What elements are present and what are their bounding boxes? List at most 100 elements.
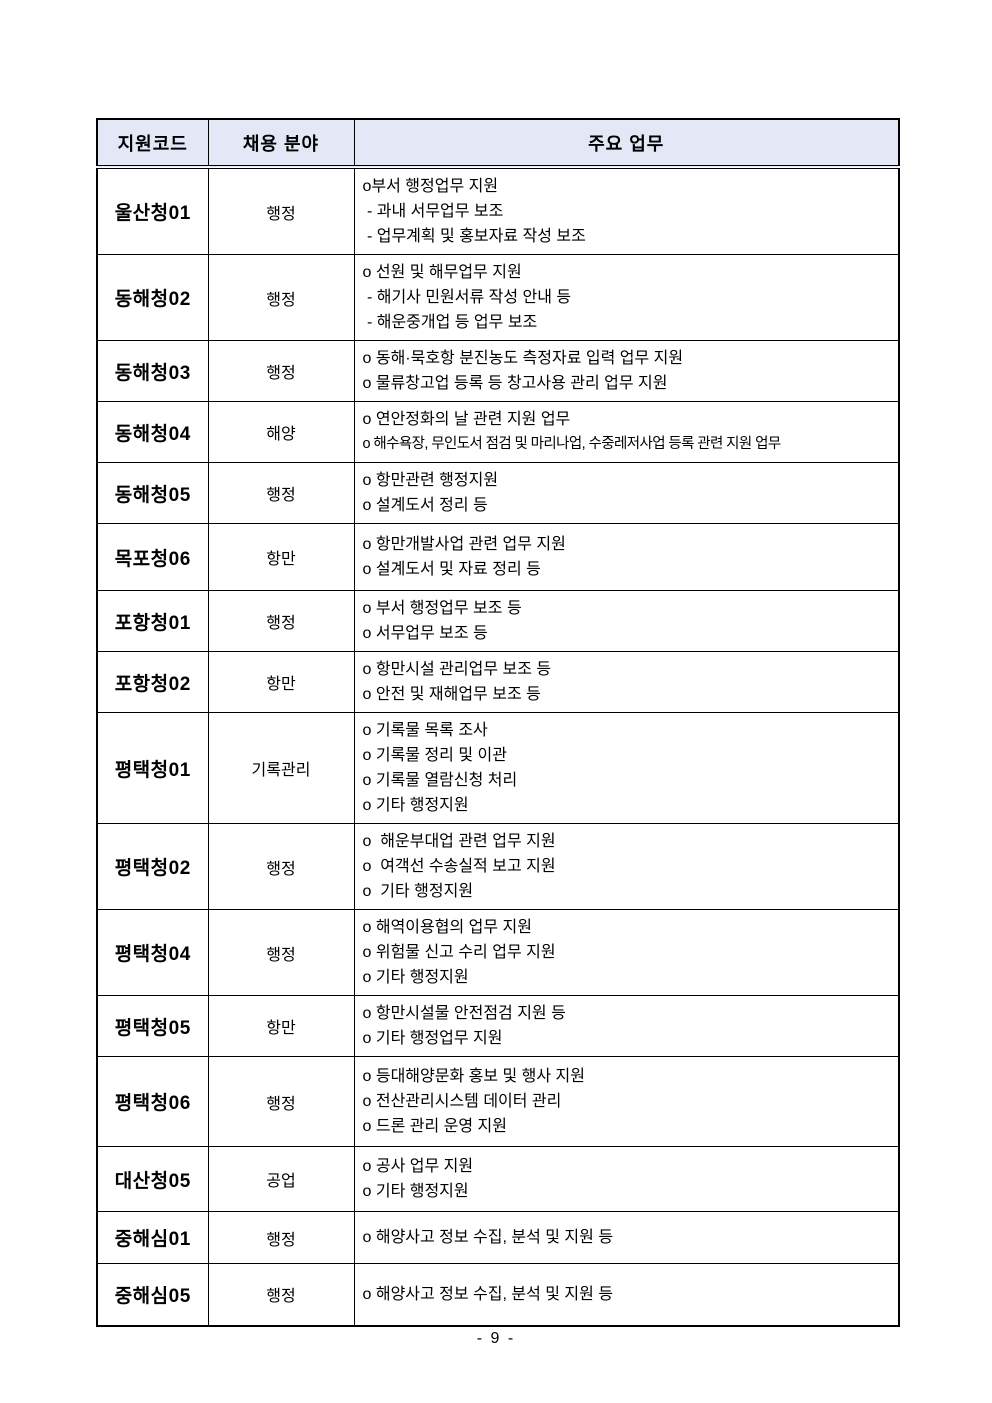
code-cell: 동해청03 [96, 340, 209, 402]
duty-line: - 과내 서무업무 보조 [362, 203, 504, 220]
duty-line: o 설계도서 및 자료 정리 등 [362, 561, 541, 578]
duties-cell: o 선원 및 해무업무 지원 - 해기사 민원서류 작성 안내 등 - 해운중개… [353, 254, 900, 341]
duty-line: o 물류창고업 등록 등 창고사용 관리 업무 지원 [362, 375, 668, 392]
code-cell: 평택청01 [96, 712, 209, 824]
duty-line: o 연안정화의 날 관련 지원 업무 [362, 411, 571, 428]
field-cell: 행정 [207, 909, 355, 996]
duty-line: o 기타 행정지원 [362, 883, 474, 900]
duty-line: o 항만관련 행정지원 [362, 472, 499, 489]
duty-line: o 안전 및 재해업무 보조 등 [362, 686, 541, 703]
recruitment-table: 지원코드 채용 분야 주요 업무 울산청01 행정 o부서 행정업무 지원 - 과내… [96, 118, 900, 1327]
duties-cell: o 기록물 목록 조사 o 기록물 정리 및 이관 o 기록물 열람신청 처리 o 기… [353, 712, 900, 824]
duty-line: o 드론 관리 운영 지원 [362, 1118, 507, 1135]
table-row: 동해청03 행정 o 동해·묵호항 분진농도 측정자료 입력 업무 지원 o 물류창고… [96, 340, 900, 402]
table-row: 중해심05 행정 o 해양사고 정보 수집, 분석 및 지원 등 [96, 1263, 900, 1326]
table-row: 평택청05 항만 o 항만시설물 안전점검 지원 등 o 기타 행정업무 지원 [96, 995, 900, 1057]
code-cell: 평택청04 [96, 909, 209, 996]
code-cell: 목포청06 [96, 523, 209, 591]
column-header-code: 지원코드 [96, 118, 209, 169]
code-cell: 동해청04 [96, 401, 209, 463]
field-cell: 행정 [207, 590, 355, 652]
duty-line: o 항만개발사업 관련 업무 지원 [362, 536, 566, 553]
duty-line: o 부서 행정업무 보조 등 [362, 600, 522, 617]
duty-line: o 동해·묵호항 분진농도 측정자료 입력 업무 지원 [362, 350, 684, 367]
duty-line: o부서 행정업무 지원 [362, 178, 499, 195]
code-cell: 포항청01 [96, 590, 209, 652]
column-header-field: 채용 분야 [207, 118, 355, 169]
duties-cell: o 동해·묵호항 분진농도 측정자료 입력 업무 지원 o 물류창고업 등록 등 … [353, 340, 900, 402]
duties-cell: o 공사 업무 지원 o 기타 행정지원 [353, 1146, 900, 1212]
duty-line: o 선원 및 해무업무 지원 [362, 264, 522, 281]
field-cell: 행정 [207, 1056, 355, 1147]
duty-line: o 기타 행정지원 [362, 797, 469, 814]
duties-cell: o 항만시설물 안전점검 지원 등 o 기타 행정업무 지원 [353, 995, 900, 1057]
duty-line: o 해운부대업 관련 업무 지원 [362, 833, 556, 850]
code-cell: 중해심05 [96, 1263, 209, 1326]
table-row: 포항청01 행정 o 부서 행정업무 보조 등 o 서무업무 보조 등 [96, 590, 900, 652]
page-number: - 9 - [476, 1330, 516, 1347]
field-cell: 기록관리 [207, 712, 355, 824]
duty-line: - 업무계획 및 홍보자료 작성 보조 [362, 228, 586, 245]
code-cell: 동해청02 [96, 254, 209, 341]
table-row: 평택청01 기록관리 o 기록물 목록 조사 o 기록물 정리 및 이관 o 기록물 열… [96, 712, 900, 824]
duties-cell: o 등대해양문화 홍보 및 행사 지원 o 전산관리시스템 데이터 관리 o 드론 … [353, 1056, 900, 1147]
table-row: 중해심01 행정 o 해양사고 정보 수집, 분석 및 지원 등 [96, 1211, 900, 1264]
field-cell: 해양 [207, 401, 355, 463]
table-row: 동해청04 해양 o 연안정화의 날 관련 지원 업무 o 해수욕장, 무인도서 점검… [96, 401, 900, 463]
duty-line: - 해기사 민원서류 작성 안내 등 [362, 289, 572, 306]
header-row: 지원코드 채용 분야 주요 업무 [96, 118, 900, 169]
table-row: 대산청05 공업 o 공사 업무 지원 o 기타 행정지원 [96, 1146, 900, 1212]
table-row: 동해청02 행정 o 선원 및 해무업무 지원 - 해기사 민원서류 작성 안내 등… [96, 254, 900, 341]
duties-cell: o부서 행정업무 지원 - 과내 서무업무 보조 - 업무계획 및 홍보자료 작… [353, 166, 900, 255]
duty-line: o 기록물 목록 조사 [362, 722, 488, 739]
code-cell: 포항청02 [96, 651, 209, 713]
duties-cell: o 연안정화의 날 관련 지원 업무 o 해수욕장, 무인도서 점검 및 마리나업… [353, 401, 900, 463]
duty-line: o 공사 업무 지원 [362, 1158, 474, 1175]
field-cell: 항만 [207, 523, 355, 591]
field-cell: 행정 [207, 166, 355, 255]
field-cell: 행정 [207, 1263, 355, 1326]
field-cell: 항만 [207, 651, 355, 713]
code-cell: 평택청05 [96, 995, 209, 1057]
field-cell: 행정 [207, 254, 355, 341]
duty-line: o 기록물 열람신청 처리 [362, 772, 518, 789]
field-cell: 행정 [207, 1211, 355, 1264]
duties-cell: o 해양사고 정보 수집, 분석 및 지원 등 [353, 1211, 900, 1264]
duty-line: o 기타 행정지원 [362, 969, 469, 986]
code-cell: 평택청02 [96, 823, 209, 910]
duties-cell: o 항만관련 행정지원 o 설계도서 정리 등 [353, 462, 900, 524]
duties-cell: o 해양사고 정보 수집, 분석 및 지원 등 [353, 1263, 900, 1326]
duty-line: o 여객선 수송실적 보고 지원 [362, 858, 556, 875]
code-cell: 대산청05 [96, 1146, 209, 1212]
duty-line: o 전산관리시스템 데이터 관리 [362, 1093, 562, 1110]
duty-line: o 해수욕장, 무인도서 점검 및 마리나업, 수중레저사업 등록 관련 지원 … [362, 436, 782, 452]
duty-line: o 기타 행정업무 지원 [362, 1030, 503, 1047]
code-cell: 중해심01 [96, 1211, 209, 1264]
duty-line: o 기록물 정리 및 이관 [362, 747, 507, 764]
duty-line: o 해역이용협의 업무 지원 [362, 919, 532, 936]
table-row: 평택청04 행정 o 해역이용협의 업무 지원 o 위험물 신고 수리 업무 지원 o … [96, 909, 900, 996]
table-row: 목포청06 항만 o 항만개발사업 관련 업무 지원 o 설계도서 및 자료 정리 등 [96, 523, 900, 591]
duty-line: o 항만시설물 안전점검 지원 등 [362, 1005, 566, 1022]
field-cell: 항만 [207, 995, 355, 1057]
duty-line: o 위험물 신고 수리 업무 지원 [362, 944, 556, 961]
code-cell: 동해청05 [96, 462, 209, 524]
duty-line: o 해양사고 정보 수집, 분석 및 지원 등 [362, 1229, 614, 1246]
duties-cell: o 항만개발사업 관련 업무 지원 o 설계도서 및 자료 정리 등 [353, 523, 900, 591]
duty-line: o 기타 행정지원 [362, 1183, 469, 1200]
table-row: 울산청01 행정 o부서 행정업무 지원 - 과내 서무업무 보조 - 업무계획 및… [96, 166, 900, 255]
duty-line: o 등대해양문화 홍보 및 행사 지원 [362, 1068, 586, 1085]
field-cell: 행정 [207, 340, 355, 402]
duties-cell: o 해역이용협의 업무 지원 o 위험물 신고 수리 업무 지원 o 기타 행정지원 [353, 909, 900, 996]
duty-line: o 서무업무 보조 등 [362, 625, 488, 642]
duties-cell: o 부서 행정업무 보조 등 o 서무업무 보조 등 [353, 590, 900, 652]
table-header: 지원코드 채용 분야 주요 업무 [96, 118, 900, 169]
field-cell: 공업 [207, 1146, 355, 1212]
column-header-duties: 주요 업무 [353, 118, 900, 169]
table-row: 평택청02 행정 o 해운부대업 관련 업무 지원 o 여객선 수송실적 보고 지원 o… [96, 823, 900, 910]
duty-line: o 해양사고 정보 수집, 분석 및 지원 등 [362, 1285, 614, 1303]
code-cell: 평택청06 [96, 1056, 209, 1147]
duty-line: - 해운중개업 등 업무 보조 [362, 314, 538, 331]
duties-cell: o 해운부대업 관련 업무 지원 o 여객선 수송실적 보고 지원 o 기타 행정지… [353, 823, 900, 910]
